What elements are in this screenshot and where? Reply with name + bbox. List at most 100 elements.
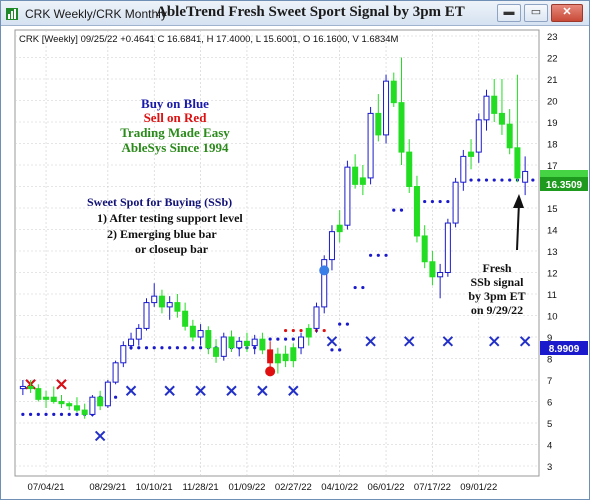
- candle-body: [413, 186, 420, 237]
- resistance-dot: [291, 328, 295, 333]
- legend-buy: Buy on Blue: [141, 96, 209, 111]
- support-dot: [198, 346, 203, 350]
- support-dot: [531, 178, 535, 182]
- annotation-line2: SSb signal: [470, 275, 524, 289]
- candle-body: [282, 353, 289, 362]
- y-tick-label: 3: [547, 462, 552, 473]
- sweet-spot-title: Sweet Spot for Buying (SSb): [87, 195, 232, 209]
- y-tick-label: 23: [547, 32, 558, 43]
- candle-body: [506, 123, 513, 149]
- x-tick-label: 04/10/22: [321, 482, 358, 493]
- y-tick-label: 15: [547, 204, 558, 215]
- buy-circle: [319, 265, 330, 276]
- buy-cross: [489, 336, 500, 347]
- candle-body: [514, 147, 521, 179]
- support-dot: [191, 346, 195, 350]
- buy-cross: [326, 336, 338, 347]
- buy-cross: [288, 385, 299, 396]
- candle-body: [475, 119, 482, 153]
- x-tick-label: 07/04/21: [28, 482, 65, 493]
- candle-body: [452, 181, 459, 224]
- support-dot: [338, 348, 342, 352]
- y-tick-label: 5: [547, 419, 552, 430]
- candle-body: [205, 330, 212, 349]
- last-price-value: 16.3509: [546, 180, 583, 191]
- x-tick-label: 02/27/22: [275, 482, 312, 493]
- support-dot: [268, 337, 272, 341]
- candle-body: [429, 261, 436, 278]
- restore-button[interactable]: ▭: [524, 4, 548, 22]
- candle-body: [143, 302, 150, 329]
- price-chart[interactable]: 34567891011121314151617181920212223 07/0…: [1, 26, 589, 499]
- marker-price-label: 8.9909: [540, 341, 588, 355]
- annotation-line1: Fresh: [482, 261, 511, 275]
- buy-cross: [94, 430, 106, 442]
- support-dot: [175, 346, 180, 350]
- candle-body: [66, 403, 73, 407]
- buy-cross: [519, 336, 531, 347]
- y-tick-label: 21: [547, 75, 558, 86]
- y-tick-label: 11: [547, 290, 557, 301]
- x-tick-label: 06/01/22: [368, 482, 405, 493]
- x-tick-label: 09/01/22: [460, 482, 497, 493]
- window-controls: ▬ ▭ ✕: [497, 4, 583, 22]
- support-dot: [353, 285, 357, 290]
- legend-box: Buy on Blue Sell on Red Trading Made Eas…: [120, 96, 230, 155]
- candle-body: [19, 385, 26, 390]
- candle-body: [120, 345, 127, 364]
- support-dot: [477, 178, 481, 182]
- legend-sell: Sell on Red: [144, 110, 208, 125]
- candle-body: [390, 80, 397, 104]
- candle-body: [243, 340, 250, 347]
- last-price-label: 16.3509: [540, 170, 588, 191]
- y-tick-label: 4: [547, 441, 552, 452]
- minimize-button[interactable]: ▬: [497, 4, 521, 22]
- support-dot: [500, 178, 504, 182]
- x-tick-label: 10/10/21: [136, 482, 173, 493]
- y-tick-label: 9: [547, 333, 552, 344]
- candle-body: [166, 302, 173, 308]
- candle-body: [151, 295, 158, 304]
- support-dot: [183, 346, 187, 350]
- candle-body: [58, 401, 65, 405]
- resistance-dot: [283, 328, 288, 333]
- buy-cross: [257, 385, 268, 396]
- candle-body: [259, 338, 266, 351]
- support-dot: [508, 178, 512, 182]
- candle-body: [158, 295, 165, 308]
- grid-lines: [15, 30, 539, 476]
- resistance-dot: [299, 328, 303, 333]
- support-dot: [276, 337, 280, 341]
- support-dot: [484, 178, 489, 182]
- annotation-arrow: [513, 194, 524, 251]
- info-line: CRK [Weekly] 09/25/22 +0.4641 C 16.6841,…: [19, 34, 399, 45]
- support-dot: [144, 346, 149, 350]
- candle-body: [321, 259, 328, 308]
- support-dot: [392, 208, 396, 212]
- chart-tabs[interactable]: CRK Weekly/CRK Monthly: [5, 5, 167, 23]
- y-tick-label: 6: [547, 398, 552, 409]
- support-dot: [376, 253, 380, 257]
- candle-body: [35, 388, 42, 400]
- candle-body: [336, 224, 343, 233]
- buy-cross: [125, 385, 137, 396]
- candle-body: [313, 306, 320, 329]
- x-axis: 07/04/21 08/29/21 10/10/21 11/28/21 01/09/22…: [28, 482, 498, 493]
- support-dot: [330, 348, 334, 352]
- x-tick-label: 11/28/21: [182, 482, 218, 493]
- y-tick-label: 13: [547, 247, 558, 258]
- candle-body: [228, 336, 235, 349]
- resistance-dot: [322, 328, 326, 333]
- support-dot: [160, 346, 164, 350]
- fresh-annotation: Fresh SSb signal by 3pm ET on 9/29/22: [468, 261, 525, 317]
- close-button[interactable]: ✕: [551, 4, 583, 22]
- y-tick-label: 20: [547, 97, 558, 108]
- y-tick-label: 12: [547, 269, 558, 280]
- candle-body: [104, 381, 111, 407]
- candle-body: [73, 405, 80, 411]
- candle-body: [220, 336, 227, 357]
- x-tick-label: 01/09/22: [228, 482, 265, 493]
- tab-label[interactable]: CRK Weekly/CRK Monthly: [25, 7, 167, 21]
- app-logo-icon: [6, 8, 18, 20]
